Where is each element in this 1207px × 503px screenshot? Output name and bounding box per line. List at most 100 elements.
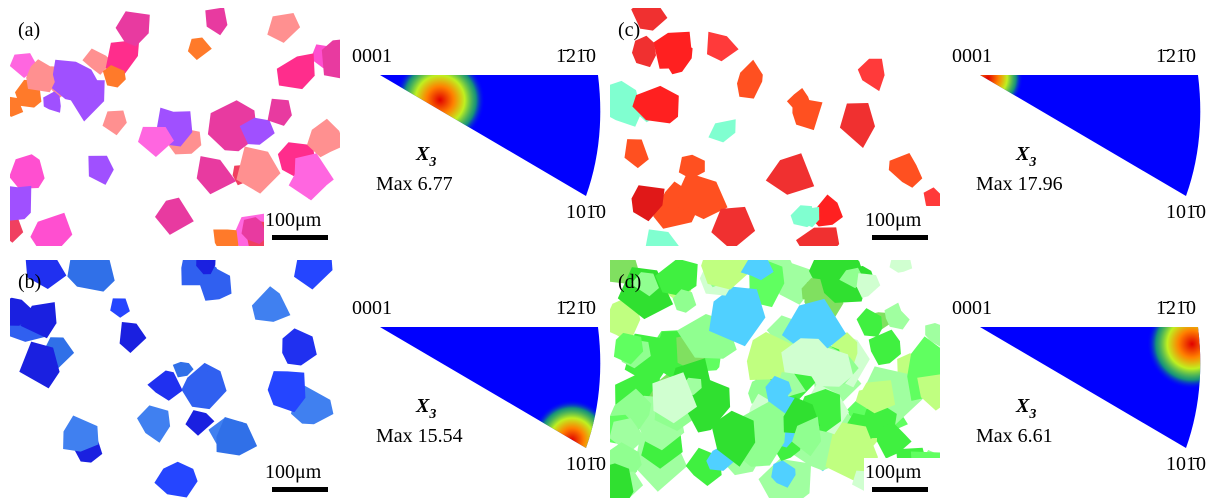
grain [25, 260, 67, 289]
ipf-variable: X3 [415, 395, 436, 422]
ipf-subscript: 3 [1028, 155, 1036, 170]
grain [857, 58, 885, 92]
grain [19, 341, 60, 389]
ipf-corner-label: 1̄21̄0 [556, 297, 596, 319]
grain [50, 59, 104, 103]
grain [288, 161, 327, 201]
grain [155, 197, 194, 235]
grain [172, 361, 194, 378]
grain [746, 332, 795, 380]
grain [185, 410, 215, 436]
grain [707, 31, 739, 62]
grain [709, 286, 766, 347]
grain [10, 297, 36, 326]
grain [678, 154, 705, 178]
grain [801, 278, 825, 304]
scale-bar [872, 235, 928, 240]
panel: (b) 100μm 0001 1̄21̄0 101̄0 X3 Max 15.54 [10, 260, 606, 498]
grain [672, 172, 728, 220]
grain [708, 119, 736, 143]
ipf-corner-label: 0001 [952, 45, 992, 67]
grain [737, 59, 763, 99]
grain [632, 35, 656, 68]
grain [213, 229, 239, 246]
scale-bar-label: 100μm [265, 209, 322, 231]
grain [711, 410, 756, 467]
grain [115, 11, 150, 47]
ipf-subscript: 3 [1028, 407, 1036, 422]
ipf-corner-label: 101̄0 [1166, 453, 1206, 475]
grain [102, 65, 126, 88]
grain [207, 100, 258, 152]
panel-label: (c) [618, 19, 640, 41]
grain [154, 461, 198, 498]
grain [88, 155, 114, 185]
grain [610, 80, 642, 127]
panel: (d) 100μm 0001 1̄21̄0 101̄0 X3 Max 6.61 [610, 260, 1206, 498]
ipf-symbol: X [1015, 143, 1030, 165]
grain [632, 85, 679, 124]
scale-bar [272, 235, 328, 240]
grain [251, 286, 291, 322]
grain [231, 427, 249, 447]
grain [839, 103, 875, 148]
panel-label: (b) [18, 271, 41, 293]
grain [796, 227, 840, 246]
grain [63, 415, 99, 452]
grain [765, 153, 815, 195]
grain [26, 59, 55, 93]
grain [655, 260, 698, 297]
grain [187, 37, 212, 60]
grain [809, 348, 854, 387]
grain [855, 380, 896, 414]
ipf-max: Max 17.96 [976, 173, 1063, 195]
scale-bar-label: 100μm [265, 461, 322, 483]
ipf-variable: X3 [1015, 395, 1036, 422]
grain [321, 39, 340, 79]
ipf-corner-label: 101̄0 [566, 453, 606, 475]
scale-bar-label: 100μm [865, 461, 922, 483]
grain [20, 302, 57, 339]
grain [876, 422, 912, 459]
panel: (a) 100μm 0001 1̄21̄0 101̄0 X3 Max 6.77 [10, 8, 606, 246]
grain [771, 460, 796, 488]
grain [119, 322, 147, 353]
grain [294, 260, 333, 290]
grain [147, 370, 183, 401]
ipf-corner-label: 0001 [952, 297, 992, 319]
grain [67, 260, 115, 292]
ipf-max: Max 6.61 [976, 425, 1053, 447]
grain [672, 289, 697, 313]
ipf-corner-label: 0001 [352, 45, 392, 67]
ipf-subscript: 3 [428, 155, 436, 170]
grain [765, 375, 792, 405]
grain [10, 96, 24, 117]
grain [241, 217, 268, 244]
grain [239, 117, 275, 145]
scale-bar [872, 487, 928, 492]
grain [102, 110, 127, 136]
grain [711, 206, 756, 246]
grain [888, 153, 923, 188]
grain [631, 272, 659, 297]
panel-label: (a) [18, 19, 40, 41]
grain [664, 39, 693, 75]
grain [868, 329, 901, 366]
ipf-subscript: 3 [428, 407, 436, 422]
grain [740, 260, 774, 281]
grain [792, 416, 822, 457]
grain [82, 48, 113, 75]
grain [10, 185, 32, 221]
grain [307, 118, 340, 158]
ipf-variable: X3 [1015, 143, 1036, 170]
grain [792, 99, 823, 131]
ipf-corner-label: 1̄21̄0 [1156, 45, 1196, 67]
grain [276, 53, 315, 90]
grain [282, 328, 317, 366]
ipf-corner-label: 101̄0 [1166, 201, 1206, 223]
grain [10, 154, 45, 189]
grain [925, 323, 940, 347]
grain [189, 367, 223, 404]
grain [205, 8, 228, 36]
